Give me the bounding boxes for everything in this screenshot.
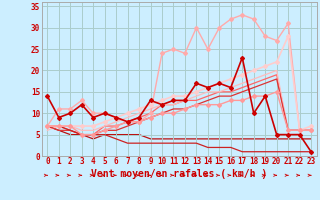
X-axis label: Vent moyen/en rafales ( km/h ): Vent moyen/en rafales ( km/h ) — [91, 169, 267, 179]
